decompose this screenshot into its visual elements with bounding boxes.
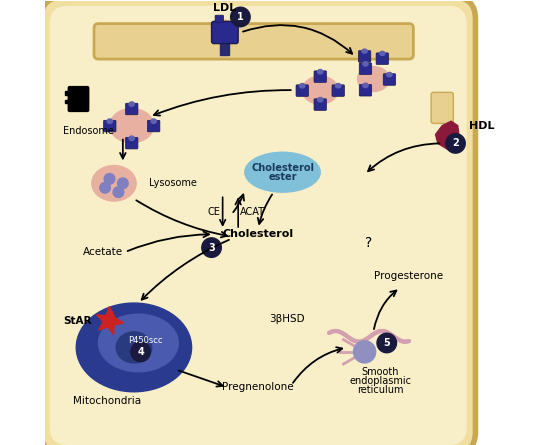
FancyBboxPatch shape	[359, 85, 372, 96]
Text: Lysosome: Lysosome	[150, 178, 198, 188]
FancyBboxPatch shape	[50, 6, 467, 445]
FancyBboxPatch shape	[314, 71, 326, 82]
Text: Mitochondria: Mitochondria	[73, 396, 142, 406]
Text: 2: 2	[452, 138, 459, 148]
FancyBboxPatch shape	[358, 51, 371, 62]
Circle shape	[117, 178, 128, 189]
Ellipse shape	[151, 119, 156, 123]
Ellipse shape	[302, 76, 338, 104]
Ellipse shape	[129, 102, 135, 106]
Text: 4: 4	[137, 347, 144, 357]
FancyBboxPatch shape	[359, 63, 372, 74]
Circle shape	[446, 134, 465, 153]
Text: Cholesterol: Cholesterol	[223, 229, 294, 239]
FancyBboxPatch shape	[314, 99, 326, 110]
Text: 3: 3	[208, 243, 215, 253]
Circle shape	[202, 238, 221, 257]
FancyBboxPatch shape	[376, 53, 389, 65]
Ellipse shape	[335, 84, 341, 88]
Text: reticulum: reticulum	[357, 385, 403, 395]
Ellipse shape	[363, 62, 368, 66]
Ellipse shape	[116, 332, 152, 363]
Text: P450scc: P450scc	[128, 336, 162, 345]
Text: endoplasmic: endoplasmic	[349, 376, 411, 386]
Polygon shape	[97, 307, 123, 335]
Bar	[65, 100, 72, 103]
Ellipse shape	[107, 119, 113, 123]
Ellipse shape	[98, 314, 178, 372]
FancyBboxPatch shape	[383, 74, 396, 85]
Text: Pregnenolone: Pregnenolone	[222, 382, 294, 392]
FancyBboxPatch shape	[125, 103, 138, 115]
Ellipse shape	[357, 67, 389, 92]
Text: Endosome: Endosome	[63, 125, 114, 136]
Ellipse shape	[76, 303, 192, 392]
Text: Smooth: Smooth	[362, 368, 399, 377]
Ellipse shape	[245, 152, 320, 192]
Text: 1: 1	[237, 12, 244, 22]
Bar	[65, 91, 72, 95]
Circle shape	[354, 341, 376, 363]
Text: LDL: LDL	[213, 3, 237, 12]
FancyBboxPatch shape	[431, 93, 453, 123]
Circle shape	[113, 187, 124, 198]
Ellipse shape	[380, 51, 385, 55]
Ellipse shape	[92, 166, 136, 201]
Ellipse shape	[362, 49, 367, 53]
Ellipse shape	[318, 69, 323, 74]
Text: StAR: StAR	[64, 316, 92, 326]
FancyBboxPatch shape	[211, 21, 238, 44]
FancyBboxPatch shape	[296, 85, 309, 97]
Text: CE: CE	[208, 207, 221, 217]
Circle shape	[131, 342, 151, 362]
Ellipse shape	[318, 97, 323, 102]
Circle shape	[104, 174, 115, 184]
Text: 5: 5	[383, 338, 390, 348]
FancyBboxPatch shape	[68, 87, 89, 111]
Text: 3βHSD: 3βHSD	[269, 314, 305, 324]
Polygon shape	[436, 121, 460, 150]
Ellipse shape	[216, 20, 234, 32]
Ellipse shape	[129, 136, 135, 141]
Text: Acetate: Acetate	[83, 247, 123, 257]
Text: Cholesterol: Cholesterol	[251, 163, 314, 173]
Ellipse shape	[363, 83, 368, 88]
Ellipse shape	[300, 84, 305, 88]
Ellipse shape	[387, 73, 392, 77]
Text: Progesterone: Progesterone	[374, 271, 444, 281]
Text: HDL: HDL	[469, 121, 494, 131]
FancyBboxPatch shape	[332, 85, 344, 97]
Text: ester: ester	[268, 172, 297, 182]
FancyBboxPatch shape	[104, 120, 116, 132]
Circle shape	[377, 333, 397, 353]
Circle shape	[231, 7, 250, 27]
FancyBboxPatch shape	[215, 15, 224, 22]
Text: ?: ?	[365, 236, 373, 250]
Circle shape	[100, 182, 111, 193]
Text: ACAT: ACAT	[240, 207, 265, 217]
FancyBboxPatch shape	[41, 0, 475, 445]
Ellipse shape	[110, 109, 154, 143]
FancyBboxPatch shape	[94, 24, 413, 59]
FancyBboxPatch shape	[147, 120, 160, 132]
Bar	[221, 28, 229, 55]
FancyBboxPatch shape	[125, 138, 138, 149]
